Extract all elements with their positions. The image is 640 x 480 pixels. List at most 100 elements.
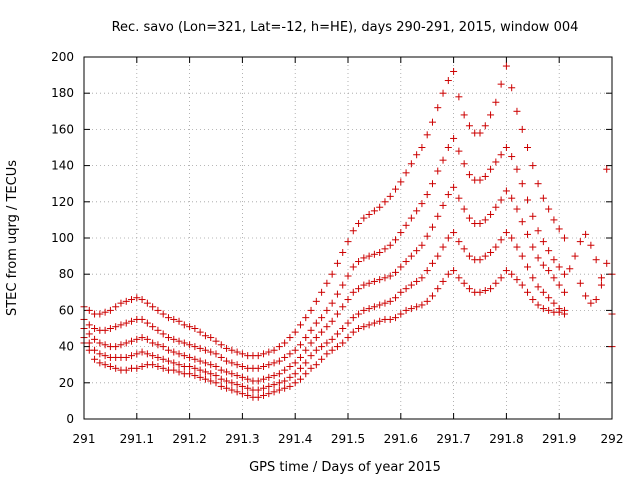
- data-point: [434, 252, 442, 260]
- data-point: [376, 203, 384, 211]
- data-point: [376, 248, 384, 256]
- data-point: [428, 292, 436, 300]
- data-point: [450, 229, 458, 237]
- data-point: [186, 370, 194, 378]
- data-point: [223, 344, 231, 352]
- data-point: [333, 343, 341, 351]
- data-point: [349, 227, 357, 235]
- data-point: [397, 178, 405, 186]
- data-point: [191, 355, 199, 363]
- data-point: [164, 346, 172, 354]
- data-point: [217, 353, 225, 361]
- data-point: [434, 104, 442, 112]
- data-point: [524, 196, 532, 204]
- data-point: [428, 223, 436, 231]
- data-point: [180, 321, 188, 329]
- data-point: [349, 263, 357, 271]
- x-tick-label: 291.8: [489, 432, 523, 446]
- data-point: [159, 310, 167, 318]
- x-tick-label: 291: [73, 432, 96, 446]
- data-point: [175, 317, 183, 325]
- data-point: [281, 353, 289, 361]
- y-tick-label: 80: [59, 267, 74, 281]
- data-point: [455, 274, 463, 282]
- data-point: [328, 317, 336, 325]
- y-tick-label: 100: [51, 231, 74, 245]
- data-point: [497, 151, 505, 159]
- data-point: [286, 350, 294, 358]
- data-point: [450, 134, 458, 142]
- data-point: [539, 194, 547, 202]
- data-point: [112, 323, 120, 331]
- data-point: [444, 144, 452, 151]
- x-tick-label: 291.3: [225, 432, 259, 446]
- data-point: [492, 98, 500, 106]
- x-tick-label: 291.4: [278, 432, 312, 446]
- data-point: [106, 325, 114, 332]
- y-tick-label: 60: [59, 303, 74, 317]
- data-point: [228, 379, 236, 387]
- data-point: [360, 306, 368, 314]
- data-point: [603, 259, 611, 267]
- data-point: [508, 84, 516, 92]
- data-point: [191, 343, 199, 351]
- data-point: [233, 348, 241, 356]
- data-point: [149, 339, 157, 347]
- data-point: [175, 368, 183, 376]
- data-point: [270, 346, 278, 354]
- data-point: [508, 194, 516, 202]
- data-point: [175, 350, 183, 358]
- data-point: [312, 361, 320, 369]
- data-point: [265, 348, 273, 356]
- data-point: [407, 305, 415, 313]
- data-point: [370, 319, 378, 327]
- data-point: [223, 384, 231, 392]
- data-point: [302, 314, 310, 322]
- data-point: [513, 276, 521, 284]
- data-point: [302, 346, 310, 354]
- data-point: [344, 319, 352, 327]
- data-point: [154, 363, 162, 371]
- data-point: [502, 187, 510, 195]
- y-tick-label: 120: [51, 195, 74, 209]
- data-point: [545, 267, 553, 275]
- data-point: [143, 299, 151, 307]
- data-point: [164, 314, 172, 322]
- data-point: [539, 261, 547, 269]
- data-point: [296, 375, 304, 383]
- data-point: [170, 348, 178, 356]
- data-point: [207, 348, 215, 356]
- data-point: [238, 373, 246, 381]
- data-point: [101, 352, 109, 360]
- data-point: [418, 200, 426, 208]
- data-point: [128, 337, 136, 345]
- data-point: [91, 346, 99, 354]
- data-point: [444, 270, 452, 278]
- data-point: [228, 370, 236, 378]
- data-point: [413, 151, 421, 159]
- data-point: [164, 357, 172, 365]
- data-point: [233, 388, 241, 396]
- data-point: [270, 359, 278, 367]
- data-point: [212, 337, 220, 345]
- data-point: [481, 286, 489, 294]
- data-point: [349, 288, 357, 296]
- data-point: [201, 359, 209, 367]
- data-point: [286, 363, 294, 371]
- data-point: [397, 263, 405, 271]
- data-point: [465, 122, 473, 130]
- data-point: [238, 390, 246, 398]
- data-point: [133, 364, 141, 372]
- data-point: [291, 346, 299, 354]
- data-point: [312, 319, 320, 327]
- data-point: [560, 270, 568, 278]
- data-point: [492, 243, 500, 251]
- data-point: [344, 238, 352, 246]
- data-point: [560, 288, 568, 296]
- data-point: [349, 328, 357, 336]
- data-point: [201, 346, 209, 354]
- data-point: [597, 274, 605, 282]
- data-point: [223, 377, 231, 385]
- data-point: [260, 375, 268, 383]
- data-point: [460, 205, 468, 213]
